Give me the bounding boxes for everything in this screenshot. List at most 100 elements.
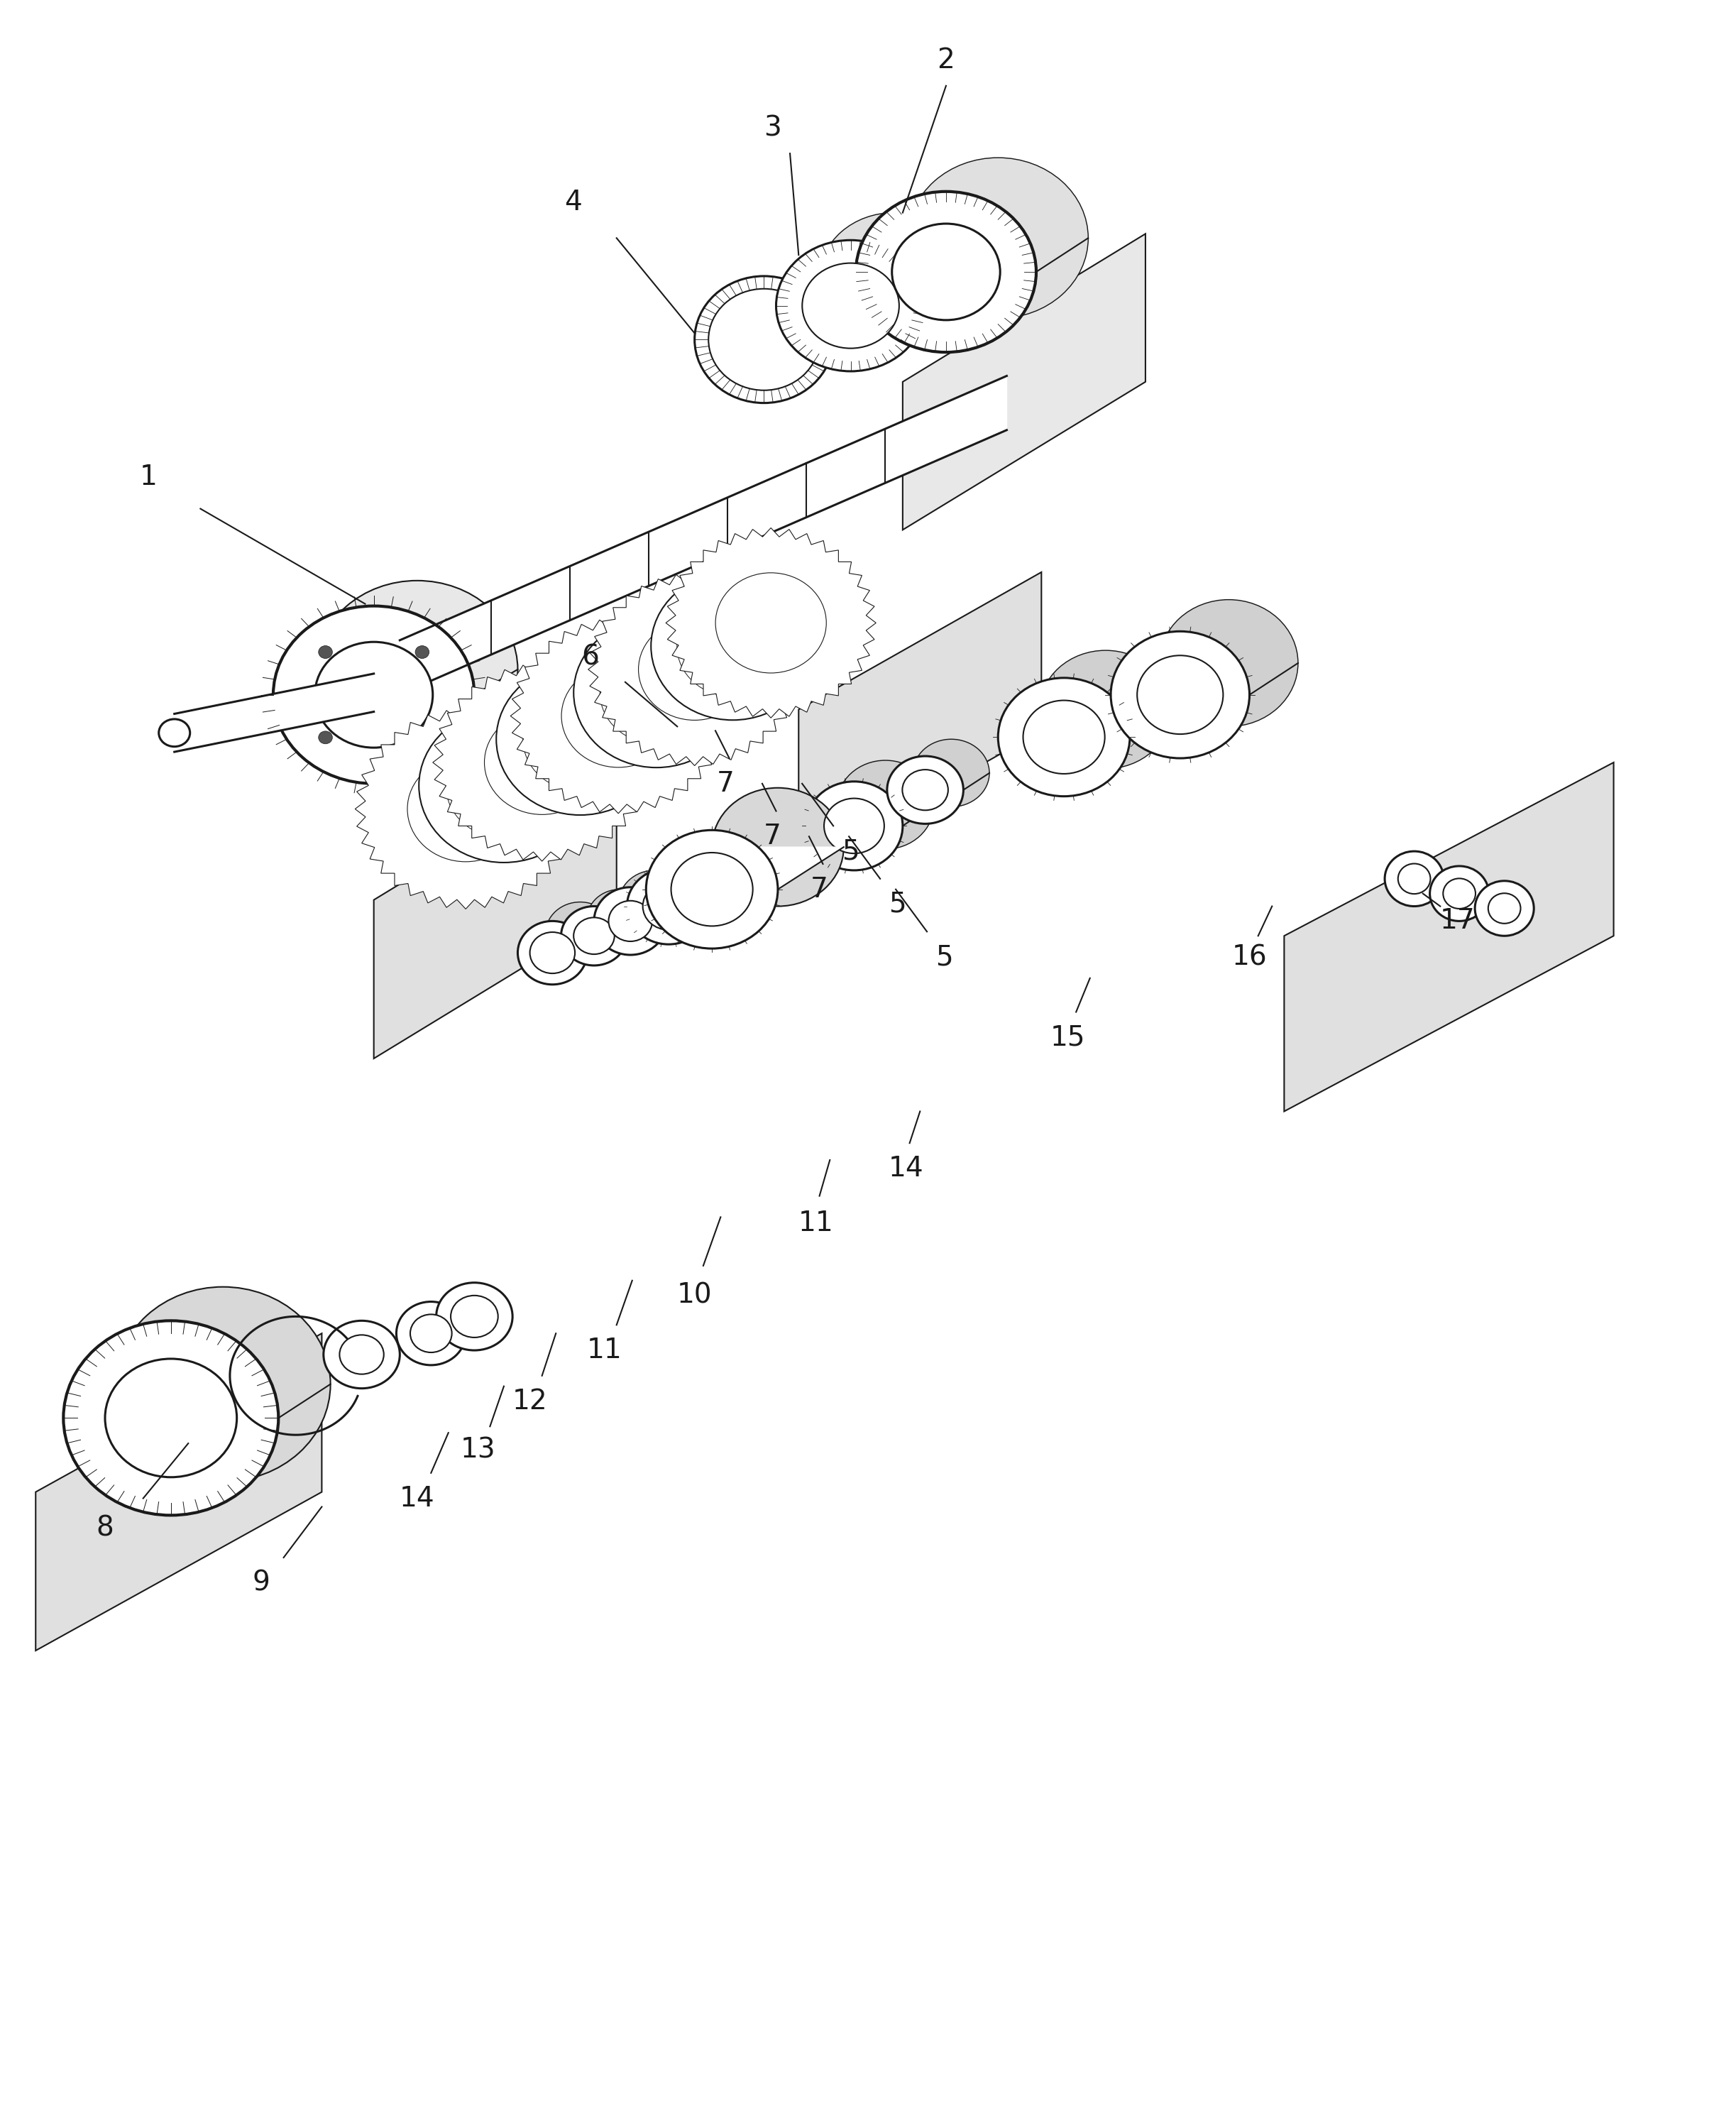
Text: 10: 10 (677, 1283, 712, 1308)
Polygon shape (589, 574, 800, 766)
Ellipse shape (1476, 881, 1535, 936)
Ellipse shape (314, 641, 432, 747)
Ellipse shape (618, 870, 691, 938)
Ellipse shape (609, 900, 653, 942)
Ellipse shape (642, 883, 694, 929)
Ellipse shape (887, 756, 963, 824)
Ellipse shape (1023, 701, 1104, 775)
Polygon shape (356, 709, 576, 908)
Ellipse shape (856, 191, 1036, 351)
Ellipse shape (1488, 893, 1521, 923)
Ellipse shape (1160, 599, 1299, 726)
Ellipse shape (913, 739, 990, 807)
Ellipse shape (158, 720, 189, 747)
Text: 7: 7 (764, 824, 781, 849)
Text: 4: 4 (564, 188, 582, 216)
Ellipse shape (561, 665, 675, 766)
Polygon shape (1285, 762, 1614, 1111)
Ellipse shape (825, 798, 884, 853)
Ellipse shape (658, 847, 741, 923)
Polygon shape (373, 752, 616, 1058)
Text: 16: 16 (1233, 944, 1267, 970)
Text: 5: 5 (936, 944, 953, 970)
Ellipse shape (273, 605, 474, 783)
Text: 3: 3 (764, 114, 781, 142)
Ellipse shape (806, 781, 903, 870)
Ellipse shape (517, 921, 587, 984)
Ellipse shape (1111, 631, 1250, 758)
Text: 12: 12 (512, 1387, 547, 1414)
Text: 13: 13 (460, 1435, 495, 1463)
Ellipse shape (1430, 866, 1489, 921)
Ellipse shape (523, 688, 637, 792)
Ellipse shape (529, 931, 575, 974)
Text: 9: 9 (252, 1569, 269, 1596)
Polygon shape (432, 665, 651, 862)
Text: 2: 2 (937, 47, 955, 74)
Ellipse shape (715, 574, 826, 673)
Ellipse shape (316, 580, 517, 758)
Ellipse shape (410, 1315, 451, 1353)
Ellipse shape (415, 646, 429, 658)
Ellipse shape (396, 1302, 465, 1365)
Ellipse shape (496, 663, 665, 815)
Polygon shape (510, 618, 726, 813)
Text: 7: 7 (811, 876, 828, 902)
Polygon shape (174, 673, 373, 752)
Polygon shape (399, 377, 1007, 694)
Text: 6: 6 (582, 644, 599, 671)
Text: 11: 11 (587, 1336, 621, 1363)
Ellipse shape (627, 868, 710, 944)
Ellipse shape (677, 595, 788, 696)
Text: 5: 5 (889, 891, 906, 917)
Polygon shape (667, 527, 877, 718)
Ellipse shape (1385, 851, 1444, 906)
Ellipse shape (340, 1336, 384, 1374)
Ellipse shape (1137, 656, 1224, 735)
Ellipse shape (672, 853, 753, 925)
Ellipse shape (651, 572, 814, 720)
Text: 15: 15 (1050, 1025, 1085, 1050)
Text: 14: 14 (399, 1484, 434, 1512)
Ellipse shape (64, 1321, 278, 1516)
Text: 1: 1 (139, 464, 158, 491)
Ellipse shape (115, 1287, 330, 1482)
Ellipse shape (712, 788, 844, 906)
Ellipse shape (573, 618, 740, 768)
Ellipse shape (104, 1359, 236, 1478)
Ellipse shape (573, 917, 615, 955)
Ellipse shape (819, 212, 969, 343)
Ellipse shape (451, 1296, 498, 1338)
Ellipse shape (545, 902, 615, 965)
Ellipse shape (436, 1283, 512, 1351)
Text: 5: 5 (842, 838, 859, 864)
Ellipse shape (561, 906, 627, 965)
Ellipse shape (776, 239, 925, 370)
Ellipse shape (1443, 879, 1476, 908)
Ellipse shape (484, 711, 599, 815)
Ellipse shape (998, 677, 1130, 796)
Ellipse shape (318, 646, 332, 658)
Ellipse shape (418, 709, 589, 862)
Text: 8: 8 (95, 1514, 115, 1541)
Ellipse shape (837, 760, 934, 849)
Text: 14: 14 (889, 1156, 924, 1181)
Ellipse shape (415, 730, 429, 743)
Polygon shape (646, 847, 844, 889)
Polygon shape (903, 233, 1146, 529)
Ellipse shape (892, 224, 1000, 320)
Polygon shape (36, 1334, 321, 1651)
Ellipse shape (708, 288, 819, 390)
Ellipse shape (1397, 864, 1430, 893)
Ellipse shape (318, 730, 332, 743)
Ellipse shape (908, 157, 1088, 318)
Ellipse shape (594, 887, 667, 955)
Polygon shape (799, 572, 1042, 868)
Ellipse shape (446, 732, 562, 838)
Ellipse shape (601, 641, 713, 743)
Ellipse shape (323, 1321, 399, 1389)
Text: 11: 11 (799, 1211, 833, 1236)
Ellipse shape (802, 263, 899, 349)
Ellipse shape (1040, 650, 1172, 768)
Ellipse shape (903, 771, 948, 811)
